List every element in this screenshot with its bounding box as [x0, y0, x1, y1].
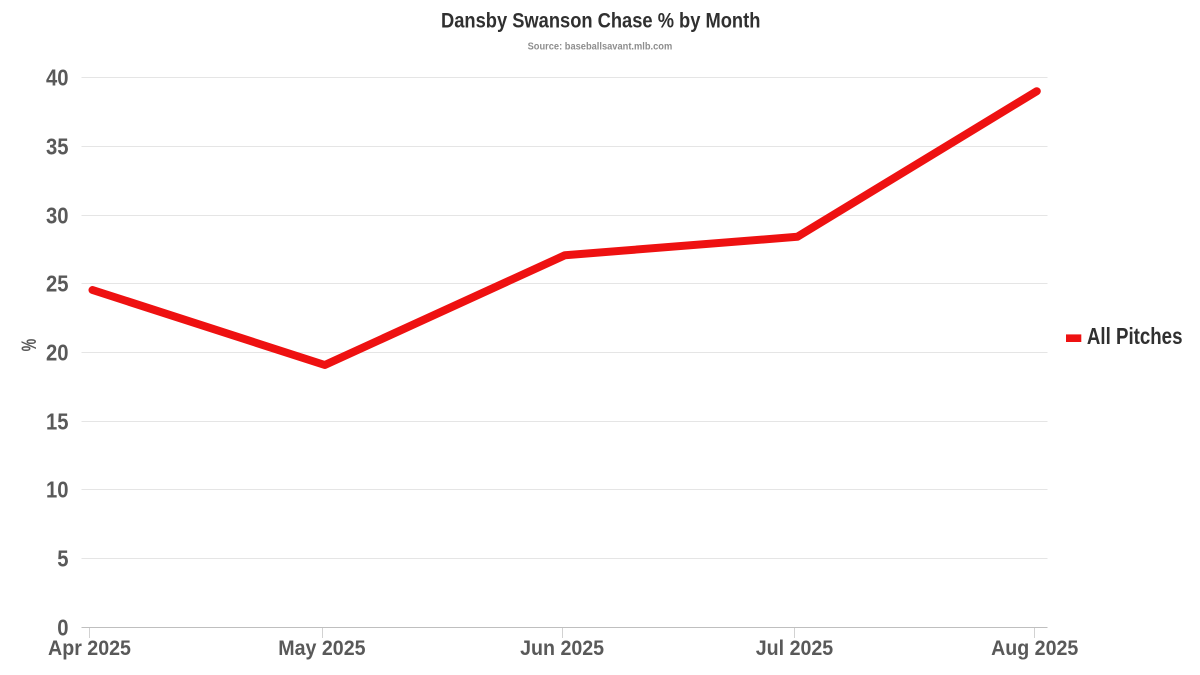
svg-text:May 2025: May 2025: [278, 638, 365, 661]
svg-text:15: 15: [46, 408, 68, 435]
svg-text:Source: baseballsavant.mlb.com: Source: baseballsavant.mlb.com: [528, 41, 673, 53]
svg-text:Jul 2025: Jul 2025: [756, 638, 833, 661]
svg-text:5: 5: [57, 545, 68, 572]
svg-text:Aug 2025: Aug 2025: [991, 638, 1078, 661]
svg-text:40: 40: [46, 64, 68, 91]
svg-text:Dansby Swanson Chase % by Mont: Dansby Swanson Chase % by Month: [441, 9, 760, 32]
svg-text:20: 20: [46, 339, 68, 366]
svg-text:%: %: [17, 339, 40, 352]
svg-text:All Pitches: All Pitches: [1087, 324, 1183, 349]
svg-text:10: 10: [46, 476, 68, 503]
svg-text:25: 25: [46, 270, 68, 297]
svg-text:Jun 2025: Jun 2025: [520, 638, 604, 661]
svg-text:30: 30: [46, 202, 68, 229]
svg-text:0: 0: [57, 614, 68, 641]
svg-text:35: 35: [46, 133, 68, 160]
svg-text:Apr 2025: Apr 2025: [48, 638, 131, 661]
